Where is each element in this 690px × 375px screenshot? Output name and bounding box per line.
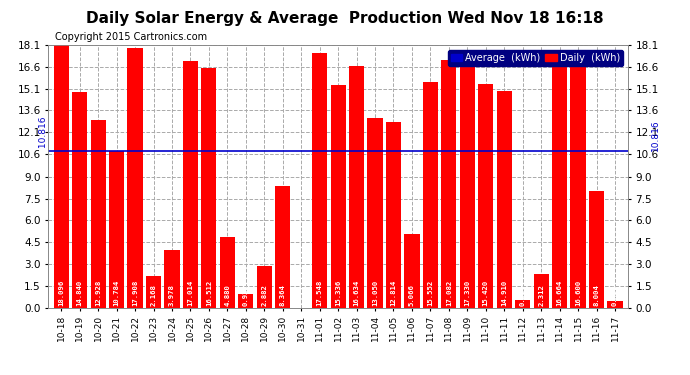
Text: 2.312: 2.312 <box>538 285 544 306</box>
Text: 3.978: 3.978 <box>169 285 175 306</box>
Text: 15.336: 15.336 <box>335 280 341 306</box>
Bar <box>164 250 179 308</box>
Bar <box>442 60 456 308</box>
Bar <box>478 84 493 308</box>
Text: 4.880: 4.880 <box>224 285 230 306</box>
Bar <box>460 56 475 308</box>
Bar <box>72 92 87 308</box>
Text: 17.082: 17.082 <box>446 280 452 306</box>
Bar <box>201 68 217 308</box>
Bar <box>423 82 438 308</box>
Text: 10.784: 10.784 <box>114 280 119 306</box>
Text: 12.814: 12.814 <box>391 280 397 306</box>
Text: 13.050: 13.050 <box>372 280 378 306</box>
Text: 17.014: 17.014 <box>188 280 193 306</box>
Text: 2.882: 2.882 <box>262 285 267 306</box>
Bar <box>533 274 549 308</box>
Bar <box>571 67 586 308</box>
Text: 10.816: 10.816 <box>651 119 660 151</box>
Text: 17.548: 17.548 <box>317 280 323 306</box>
Bar <box>497 91 512 308</box>
Text: 0.922: 0.922 <box>243 285 249 306</box>
Text: 14.910: 14.910 <box>501 280 507 306</box>
Bar <box>589 191 604 308</box>
Text: 10.816: 10.816 <box>39 116 48 151</box>
Text: 14.840: 14.840 <box>77 280 83 306</box>
Bar <box>368 118 382 308</box>
Text: 16.634: 16.634 <box>353 280 359 306</box>
Text: 18.096: 18.096 <box>58 280 64 306</box>
Text: 15.552: 15.552 <box>427 280 433 306</box>
Bar <box>257 266 272 308</box>
Text: 8.364: 8.364 <box>279 285 286 306</box>
Bar <box>109 151 124 308</box>
Bar <box>386 122 401 308</box>
Bar <box>404 234 420 308</box>
Bar <box>90 120 106 308</box>
Text: 15.420: 15.420 <box>483 280 489 306</box>
Text: Copyright 2015 Cartronics.com: Copyright 2015 Cartronics.com <box>55 32 207 42</box>
Bar <box>275 186 290 308</box>
Bar <box>349 66 364 308</box>
Bar <box>128 48 143 308</box>
Legend: Average  (kWh), Daily  (kWh): Average (kWh), Daily (kWh) <box>448 50 623 66</box>
Text: 12.928: 12.928 <box>95 280 101 306</box>
Text: 16.664: 16.664 <box>557 280 562 306</box>
Text: 8.004: 8.004 <box>593 285 600 306</box>
Text: 5.066: 5.066 <box>409 285 415 306</box>
Text: 17.330: 17.330 <box>464 280 471 306</box>
Bar <box>552 66 567 308</box>
Bar <box>54 45 69 308</box>
Text: 2.168: 2.168 <box>150 285 157 306</box>
Text: 16.512: 16.512 <box>206 280 212 306</box>
Text: 0.452: 0.452 <box>612 285 618 306</box>
Text: 16.600: 16.600 <box>575 280 581 306</box>
Text: 17.908: 17.908 <box>132 280 138 306</box>
Bar <box>515 300 530 307</box>
Bar <box>146 276 161 308</box>
Bar <box>238 294 253 307</box>
Text: Daily Solar Energy & Average  Production Wed Nov 18 16:18: Daily Solar Energy & Average Production … <box>86 11 604 26</box>
Bar <box>607 301 622 307</box>
Bar <box>331 85 346 308</box>
Bar <box>220 237 235 308</box>
Bar <box>312 53 327 307</box>
Bar <box>183 61 198 308</box>
Text: 0.534: 0.534 <box>520 285 526 306</box>
